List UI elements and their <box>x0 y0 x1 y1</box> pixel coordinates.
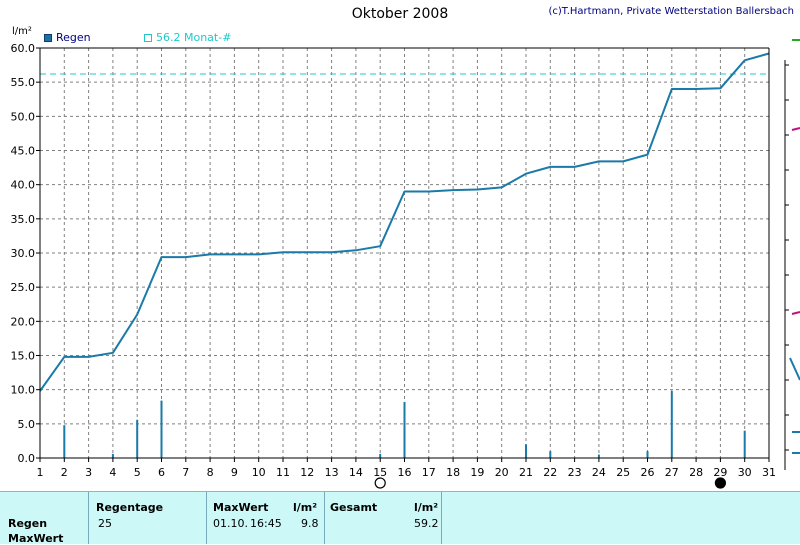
row-label-maxwert: MaxWert <box>8 532 64 545</box>
legend-label-monat: 56.2 Monat-# <box>156 31 232 44</box>
x-tick-label: 8 <box>207 466 214 479</box>
legend-swatch-monat <box>144 34 152 42</box>
rain-chart: 0.0 5.0 10.0 15.0 20.0 25.0 30.0 35.0 40.0 45.0 50… <box>11 39 800 489</box>
gesamt-value: 59.2 <box>414 517 439 530</box>
y-tick-label: 20.0 <box>11 315 36 328</box>
x-tick-label: 21 <box>519 466 533 479</box>
x-tick-label: 4 <box>109 466 116 479</box>
gesamt-header: Gesamt <box>330 501 378 514</box>
x-tick-label: 17 <box>422 466 436 479</box>
x-tick-label: 10 <box>252 466 266 479</box>
x-tick-label: 31 <box>762 466 776 479</box>
rain-bar <box>646 451 649 458</box>
rain-bar <box>743 430 746 458</box>
rain-bar <box>597 454 600 458</box>
x-tick-label: 16 <box>398 466 412 479</box>
rain-bar <box>136 419 139 458</box>
y-tick-label: 25.0 <box>11 281 36 294</box>
legend-item-monat[interactable]: 56.2 Monat-# <box>144 31 231 44</box>
new-moon-icon <box>714 477 727 489</box>
y-tick-label: 50.0 <box>11 110 36 123</box>
x-tick-label: 11 <box>276 466 290 479</box>
x-tick-label: 7 <box>182 466 189 479</box>
y-tick-label: 15.0 <box>11 350 36 363</box>
x-tick-label: 29 <box>713 466 727 479</box>
maxwert-date: 01.10. <box>213 517 248 530</box>
x-tick-label: 1 <box>37 466 44 479</box>
legend-label-regen: Regen <box>56 31 91 44</box>
x-tick-label: 30 <box>738 466 752 479</box>
legend-item-regen[interactable]: Regen <box>44 31 91 44</box>
y-tick-label: 0.0 <box>18 452 36 465</box>
rain-bar <box>111 453 114 458</box>
regentage-value: 25 <box>98 517 112 530</box>
rain-bar <box>63 425 66 458</box>
panel-divider <box>206 492 207 544</box>
x-tick-label: 18 <box>446 466 460 479</box>
rain-bar <box>403 401 406 458</box>
rain-bar <box>549 451 552 458</box>
y-tick-label: 40.0 <box>11 179 36 192</box>
x-tick-label: 19 <box>470 466 484 479</box>
legend-swatch-regen <box>44 34 52 42</box>
panel-divider <box>441 492 442 544</box>
x-tick-label: 28 <box>689 466 703 479</box>
side-marker <box>791 127 800 131</box>
panel-divider <box>88 492 89 544</box>
copyright-text: (c)T.Hartmann, Private Wetterstation Bal… <box>548 6 794 17</box>
x-tick-label: 15 <box>373 466 387 479</box>
y-tick-label: 45.0 <box>11 145 36 158</box>
y-tick-label: 30.0 <box>11 247 36 260</box>
row-label-regen: Regen <box>8 517 48 530</box>
x-tick-label: 12 <box>300 466 314 479</box>
y-tick-label: 35.0 <box>11 213 36 226</box>
panel-divider <box>324 492 325 544</box>
x-tick-label: 20 <box>495 466 509 479</box>
x-tick-label: 6 <box>158 466 165 479</box>
x-tick-label: 24 <box>592 466 606 479</box>
y-tick-label: 60.0 <box>11 42 36 55</box>
side-marker <box>789 357 800 381</box>
maxwert-header: MaxWert <box>213 501 269 514</box>
chart-title: Oktober 2008 <box>351 6 449 22</box>
x-tick-label: 14 <box>349 466 363 479</box>
x-tick-label: 3 <box>85 466 92 479</box>
x-tick-label: 2 <box>61 466 68 479</box>
x-tick-label: 25 <box>616 466 630 479</box>
rain-bar <box>379 453 382 458</box>
maxwert-value: 9.8 <box>301 517 319 530</box>
rain-bar <box>525 444 527 458</box>
x-tick-label: 27 <box>665 466 679 479</box>
y-tick-label: 10.0 <box>11 384 36 397</box>
x-tick-label: 23 <box>568 466 582 479</box>
full-moon-icon <box>374 477 386 489</box>
cumulative-rain-line <box>39 52 770 392</box>
y-axis-unit: l/m² <box>12 26 32 37</box>
regentage-header: Regentage <box>96 501 164 514</box>
x-tick-label: 26 <box>641 466 655 479</box>
rain-bar <box>160 400 163 458</box>
gesamt-unit: l/m² <box>414 501 439 514</box>
x-tick-label: 9 <box>231 466 238 479</box>
x-tick-label: 22 <box>543 466 557 479</box>
y-tick-label: 5.0 <box>18 418 36 431</box>
maxwert-unit: l/m² <box>293 501 318 514</box>
grid <box>40 48 769 458</box>
axes: 0.0 5.0 10.0 15.0 20.0 25.0 30.0 35.0 40.0 45.0 50… <box>11 42 776 489</box>
y-tick-label: 55.0 <box>11 76 36 89</box>
statistics-panel: Regen MaxWert Regentage 25 MaxWert l/m² … <box>0 491 800 545</box>
maxwert-time: 16:45 <box>250 517 282 530</box>
bars <box>63 391 746 458</box>
x-tick-label: 13 <box>325 466 339 479</box>
cumulative-line-group <box>39 52 770 392</box>
rain-bar <box>670 391 673 458</box>
side-markers <box>784 39 800 470</box>
side-marker <box>791 311 800 315</box>
x-tick-label: 5 <box>134 466 141 479</box>
